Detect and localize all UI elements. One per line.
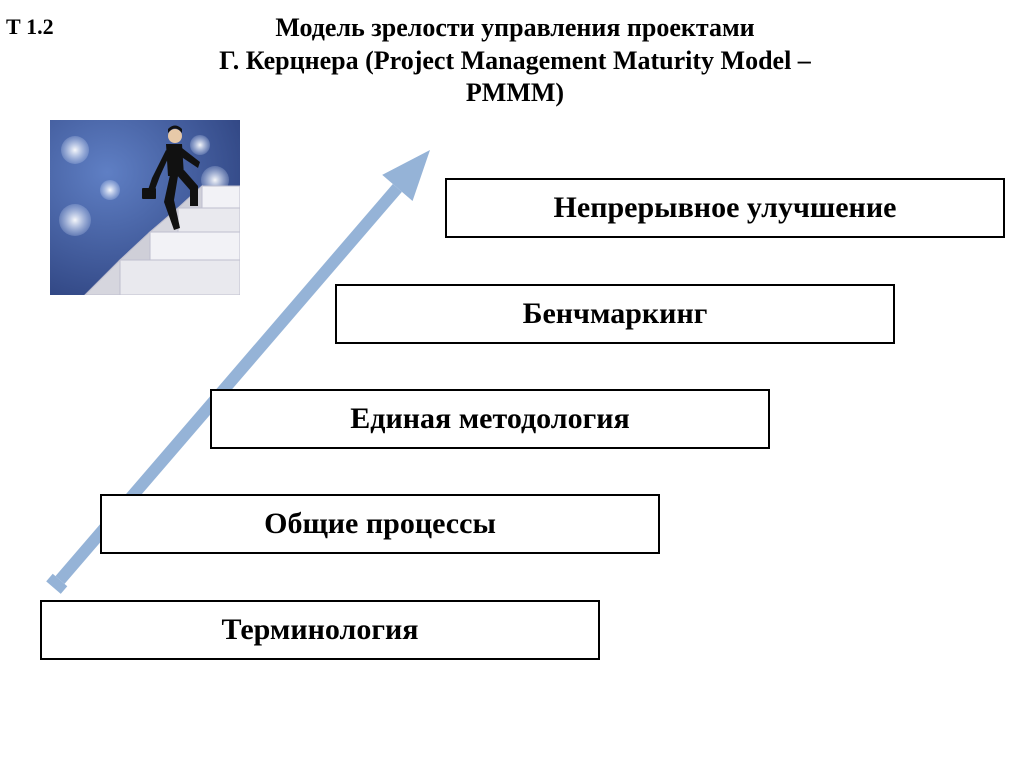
title-line-1: Модель зрелости управления проектами	[275, 13, 754, 42]
step-label: Терминология	[222, 613, 419, 647]
step-label: Непрерывное улучшение	[554, 191, 897, 225]
maturity-step-3: Единая методология	[210, 389, 770, 449]
maturity-step-4: Бенчмаркинг	[335, 284, 895, 344]
slide-title: Модель зрелости управления проектами Г. …	[130, 12, 900, 110]
step-label: Бенчмаркинг	[523, 297, 708, 331]
step-label: Единая методология	[350, 402, 629, 436]
maturity-step-1: Терминология	[40, 600, 600, 660]
step-label: Общие процессы	[264, 507, 496, 541]
maturity-step-2: Общие процессы	[100, 494, 660, 554]
title-line-2: Г. Керцнера (Project Management Maturity…	[219, 46, 811, 75]
title-line-3: PMMM)	[466, 78, 564, 107]
maturity-step-5: Непрерывное улучшение	[445, 178, 1005, 238]
stairs-businessman-image	[50, 120, 240, 295]
corner-label: Т 1.2	[6, 14, 54, 40]
